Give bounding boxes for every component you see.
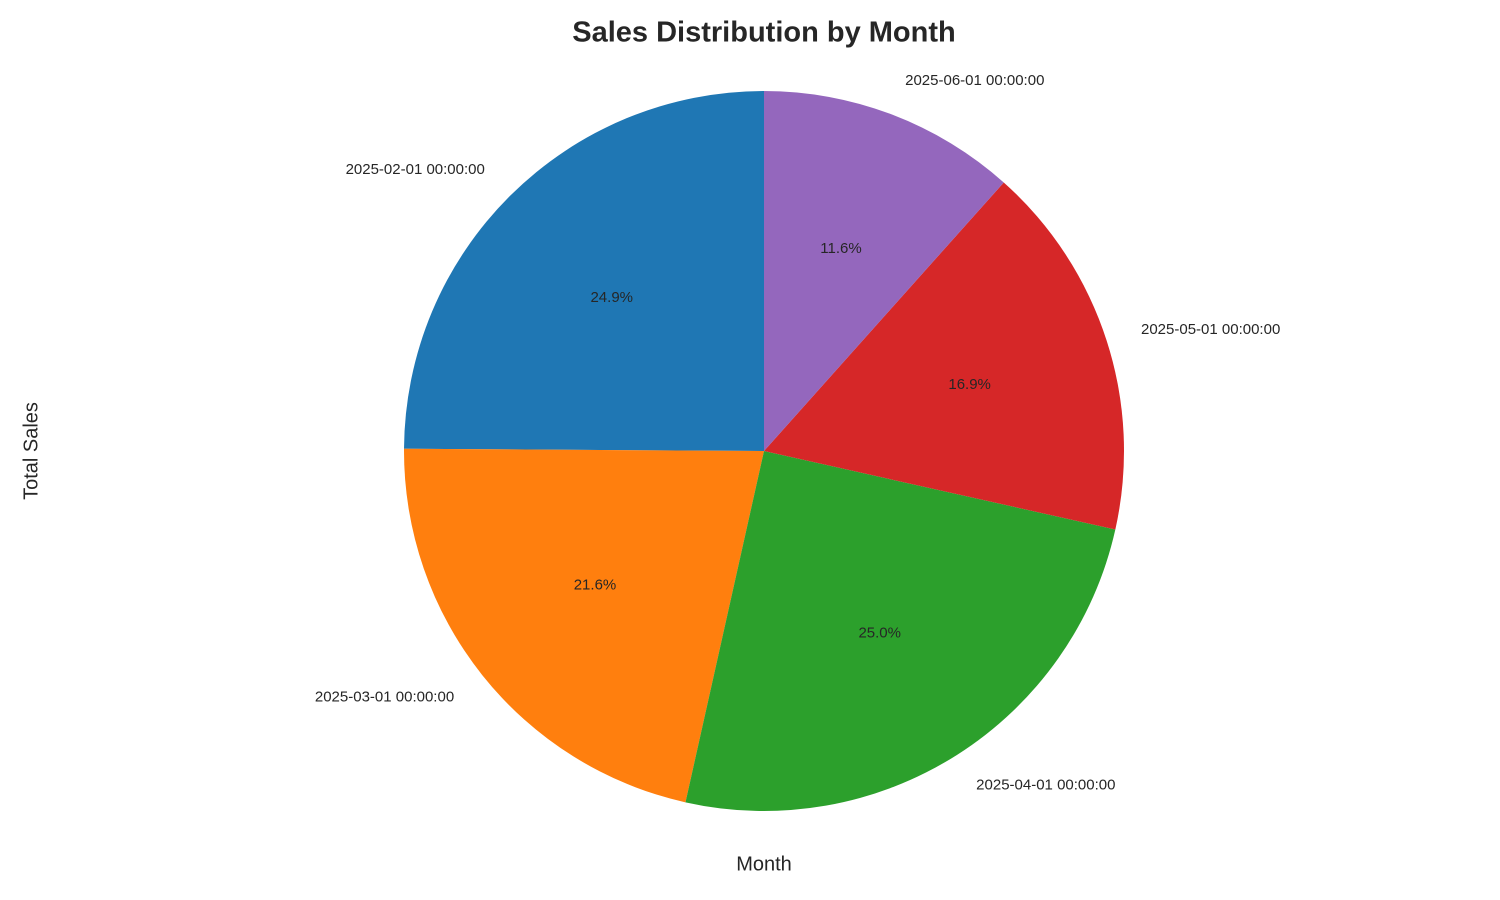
x-axis-label: Month xyxy=(736,853,792,875)
slice-label: 2025-05-01 00:00:00 xyxy=(1141,321,1280,338)
pie-slice xyxy=(404,448,764,803)
pie-slice xyxy=(685,451,1116,811)
value-label: 11.6% xyxy=(820,240,861,257)
slice-label: 2025-04-01 00:00:00 xyxy=(976,776,1115,793)
slice-label: 2025-06-01 00:00:00 xyxy=(905,72,1044,89)
value-label: 21.6% xyxy=(574,576,617,593)
pie-slice xyxy=(764,182,1125,530)
slice-label: 2025-03-01 00:00:00 xyxy=(315,689,454,706)
value-label: 16.9% xyxy=(948,376,991,393)
y-axis-label: Total Sales xyxy=(20,402,42,500)
chart-title: Sales Distribution by Month xyxy=(572,17,955,49)
value-label: 24.9% xyxy=(590,289,633,306)
value-label: 25.0% xyxy=(858,624,901,641)
pie-slice xyxy=(404,91,764,451)
slice-label: 2025-02-01 00:00:00 xyxy=(346,161,485,178)
pie-slice xyxy=(764,91,1004,451)
